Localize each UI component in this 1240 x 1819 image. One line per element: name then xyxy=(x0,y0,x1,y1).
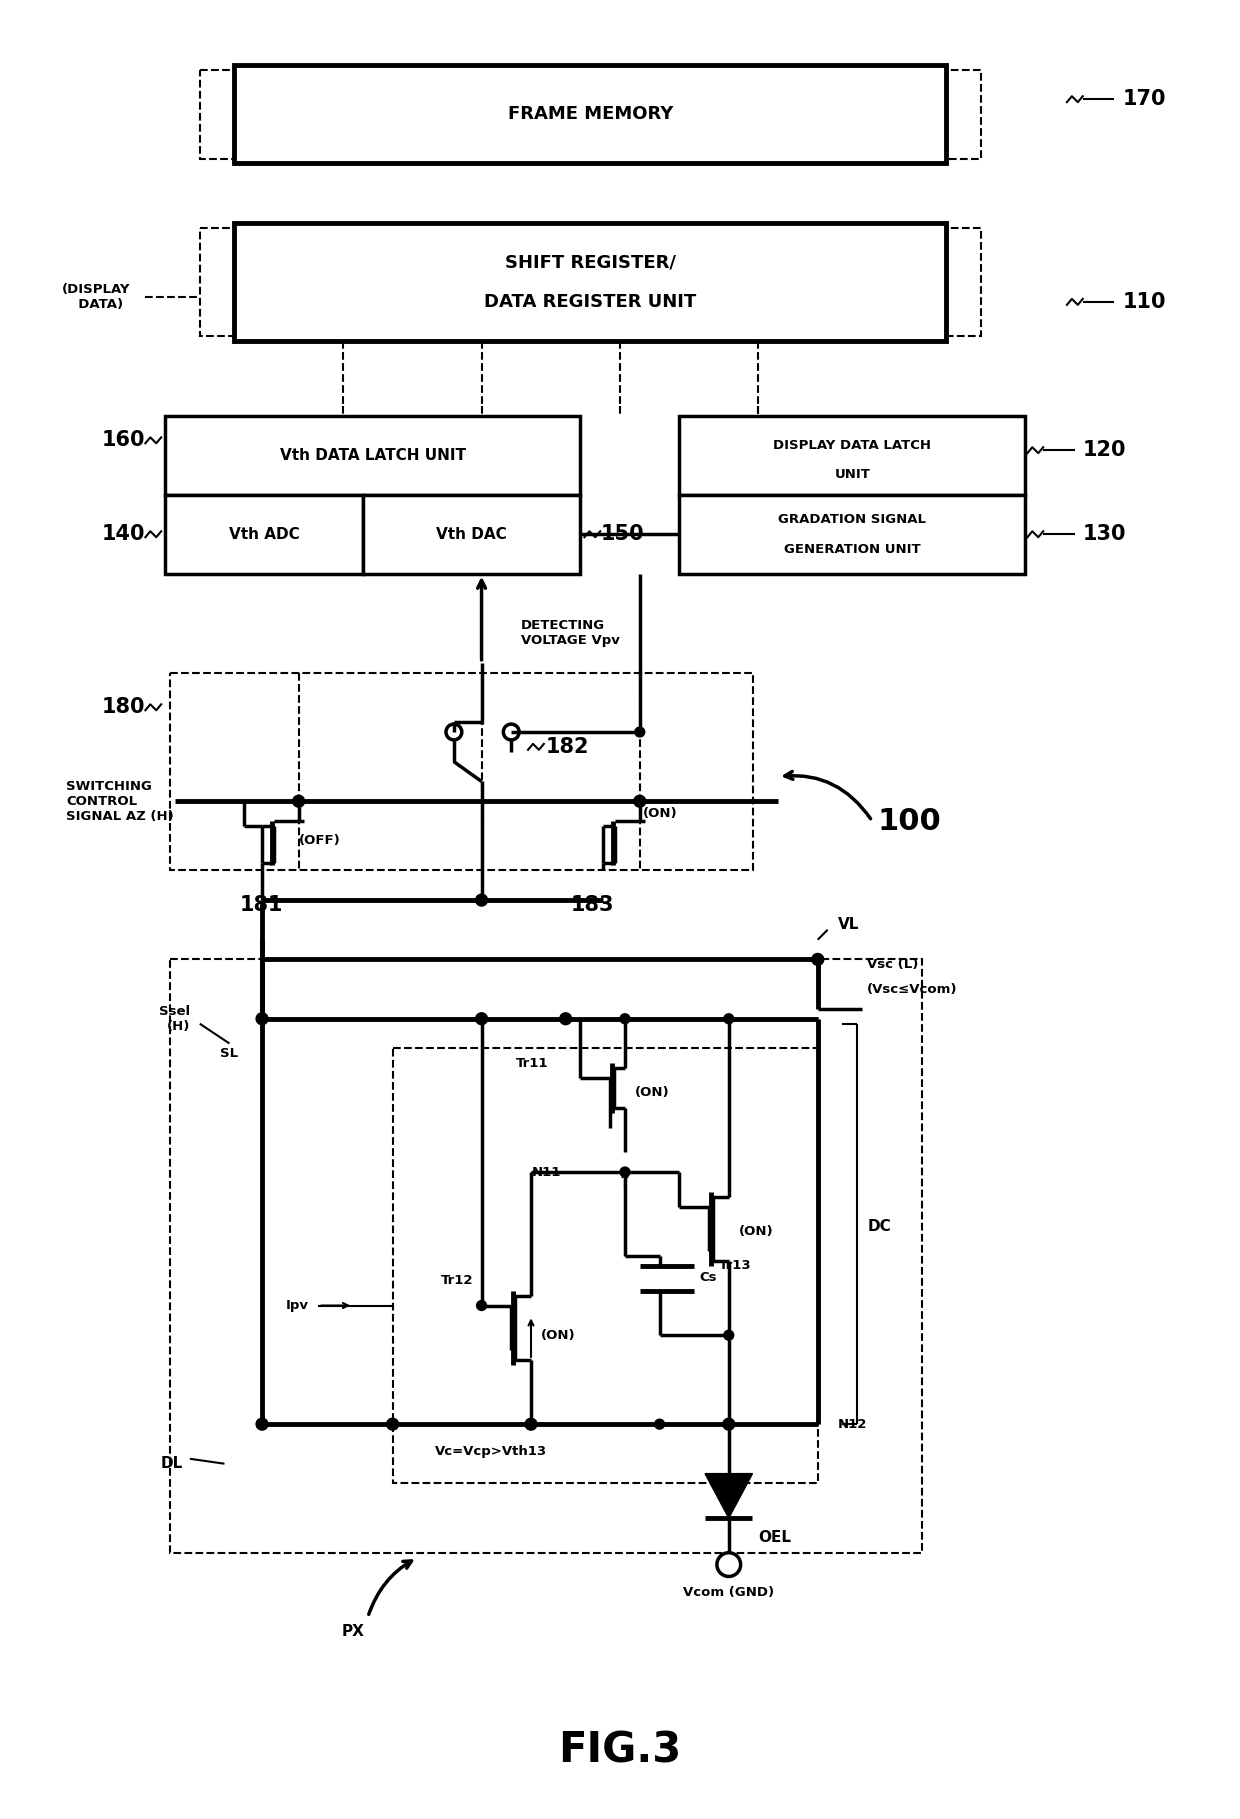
Bar xyxy=(363,495,580,573)
Text: SHIFT REGISTER/: SHIFT REGISTER/ xyxy=(505,253,676,271)
Text: Tr13: Tr13 xyxy=(719,1259,751,1273)
Text: DETECTING
VOLTAGE Vpv: DETECTING VOLTAGE Vpv xyxy=(521,618,620,648)
Text: (OFF): (OFF) xyxy=(299,835,341,848)
Text: (ON): (ON) xyxy=(642,806,677,820)
Text: 100: 100 xyxy=(877,806,941,835)
Text: N12: N12 xyxy=(837,1417,867,1432)
Bar xyxy=(680,415,1025,495)
Text: DC: DC xyxy=(867,1219,892,1233)
Text: SWITCHING
CONTROL
SIGNAL AZ (H): SWITCHING CONTROL SIGNAL AZ (H) xyxy=(66,780,174,822)
Text: Vth ADC: Vth ADC xyxy=(228,528,299,542)
Text: FIG.3: FIG.3 xyxy=(558,1730,682,1772)
Circle shape xyxy=(724,1330,734,1341)
Text: Tr11: Tr11 xyxy=(516,1057,549,1070)
Text: Ipv: Ipv xyxy=(285,1299,309,1311)
Circle shape xyxy=(293,795,305,808)
Text: Vth DATA LATCH UNIT: Vth DATA LATCH UNIT xyxy=(280,447,466,462)
Circle shape xyxy=(724,1013,734,1024)
Text: Cs: Cs xyxy=(699,1271,717,1284)
Circle shape xyxy=(387,1419,398,1430)
Text: DATA REGISTER UNIT: DATA REGISTER UNIT xyxy=(484,293,697,311)
Text: GRADATION SIGNAL: GRADATION SIGNAL xyxy=(779,513,926,526)
Bar xyxy=(393,1048,817,1484)
Circle shape xyxy=(257,1013,268,1024)
Bar xyxy=(200,227,981,337)
Text: N11: N11 xyxy=(531,1166,560,1179)
Circle shape xyxy=(635,728,645,737)
Text: (ON): (ON) xyxy=(635,1086,670,1099)
Text: 110: 110 xyxy=(1122,291,1166,311)
Circle shape xyxy=(634,795,646,808)
Bar xyxy=(170,959,921,1553)
Bar xyxy=(165,495,363,573)
Circle shape xyxy=(257,1419,268,1430)
Text: DISPLAY DATA LATCH: DISPLAY DATA LATCH xyxy=(774,438,931,451)
Circle shape xyxy=(476,895,487,906)
Circle shape xyxy=(476,1013,487,1024)
Text: 170: 170 xyxy=(1122,89,1166,109)
Circle shape xyxy=(526,1419,536,1430)
Text: Vth DAC: Vth DAC xyxy=(436,528,507,542)
Text: PX: PX xyxy=(341,1624,365,1639)
Text: 182: 182 xyxy=(546,737,589,757)
Circle shape xyxy=(812,953,823,966)
Circle shape xyxy=(559,1013,572,1024)
Circle shape xyxy=(655,1419,665,1430)
Text: Vsc (L): Vsc (L) xyxy=(867,959,919,971)
Text: DL: DL xyxy=(160,1457,182,1472)
Bar xyxy=(170,673,754,871)
Text: GENERATION UNIT: GENERATION UNIT xyxy=(784,542,920,555)
Bar xyxy=(234,64,946,164)
Text: 130: 130 xyxy=(1083,524,1126,544)
Text: Vc=Vcp>Vth13: Vc=Vcp>Vth13 xyxy=(435,1446,548,1459)
Text: 180: 180 xyxy=(102,697,145,717)
Bar xyxy=(165,415,580,495)
Text: 160: 160 xyxy=(102,431,145,451)
Circle shape xyxy=(620,1013,630,1024)
Text: 181: 181 xyxy=(239,895,283,915)
Text: OEL: OEL xyxy=(759,1530,791,1546)
Circle shape xyxy=(525,1419,537,1430)
Text: (ON): (ON) xyxy=(541,1328,575,1342)
Text: SL: SL xyxy=(219,1048,238,1060)
Text: 120: 120 xyxy=(1083,440,1126,460)
Bar xyxy=(680,495,1025,573)
Text: VL: VL xyxy=(837,917,859,933)
Bar xyxy=(200,69,981,158)
Circle shape xyxy=(620,1168,630,1177)
Text: (DISPLAY
  DATA): (DISPLAY DATA) xyxy=(62,284,130,311)
Bar xyxy=(234,222,946,342)
Text: 183: 183 xyxy=(570,895,614,915)
Text: 140: 140 xyxy=(102,524,145,544)
Text: FRAME MEMORY: FRAME MEMORY xyxy=(507,106,673,124)
Text: Ssel
(H): Ssel (H) xyxy=(159,1004,190,1033)
Text: (Vsc≤Vcom): (Vsc≤Vcom) xyxy=(867,982,957,995)
Circle shape xyxy=(724,1419,734,1430)
Circle shape xyxy=(723,1419,735,1430)
Circle shape xyxy=(476,1301,486,1310)
Text: Tr12: Tr12 xyxy=(441,1275,474,1288)
Text: Vcom (GND): Vcom (GND) xyxy=(683,1586,774,1599)
Text: UNIT: UNIT xyxy=(835,469,870,482)
Text: 150: 150 xyxy=(600,524,644,544)
Text: (ON): (ON) xyxy=(739,1224,774,1239)
Polygon shape xyxy=(706,1473,753,1519)
